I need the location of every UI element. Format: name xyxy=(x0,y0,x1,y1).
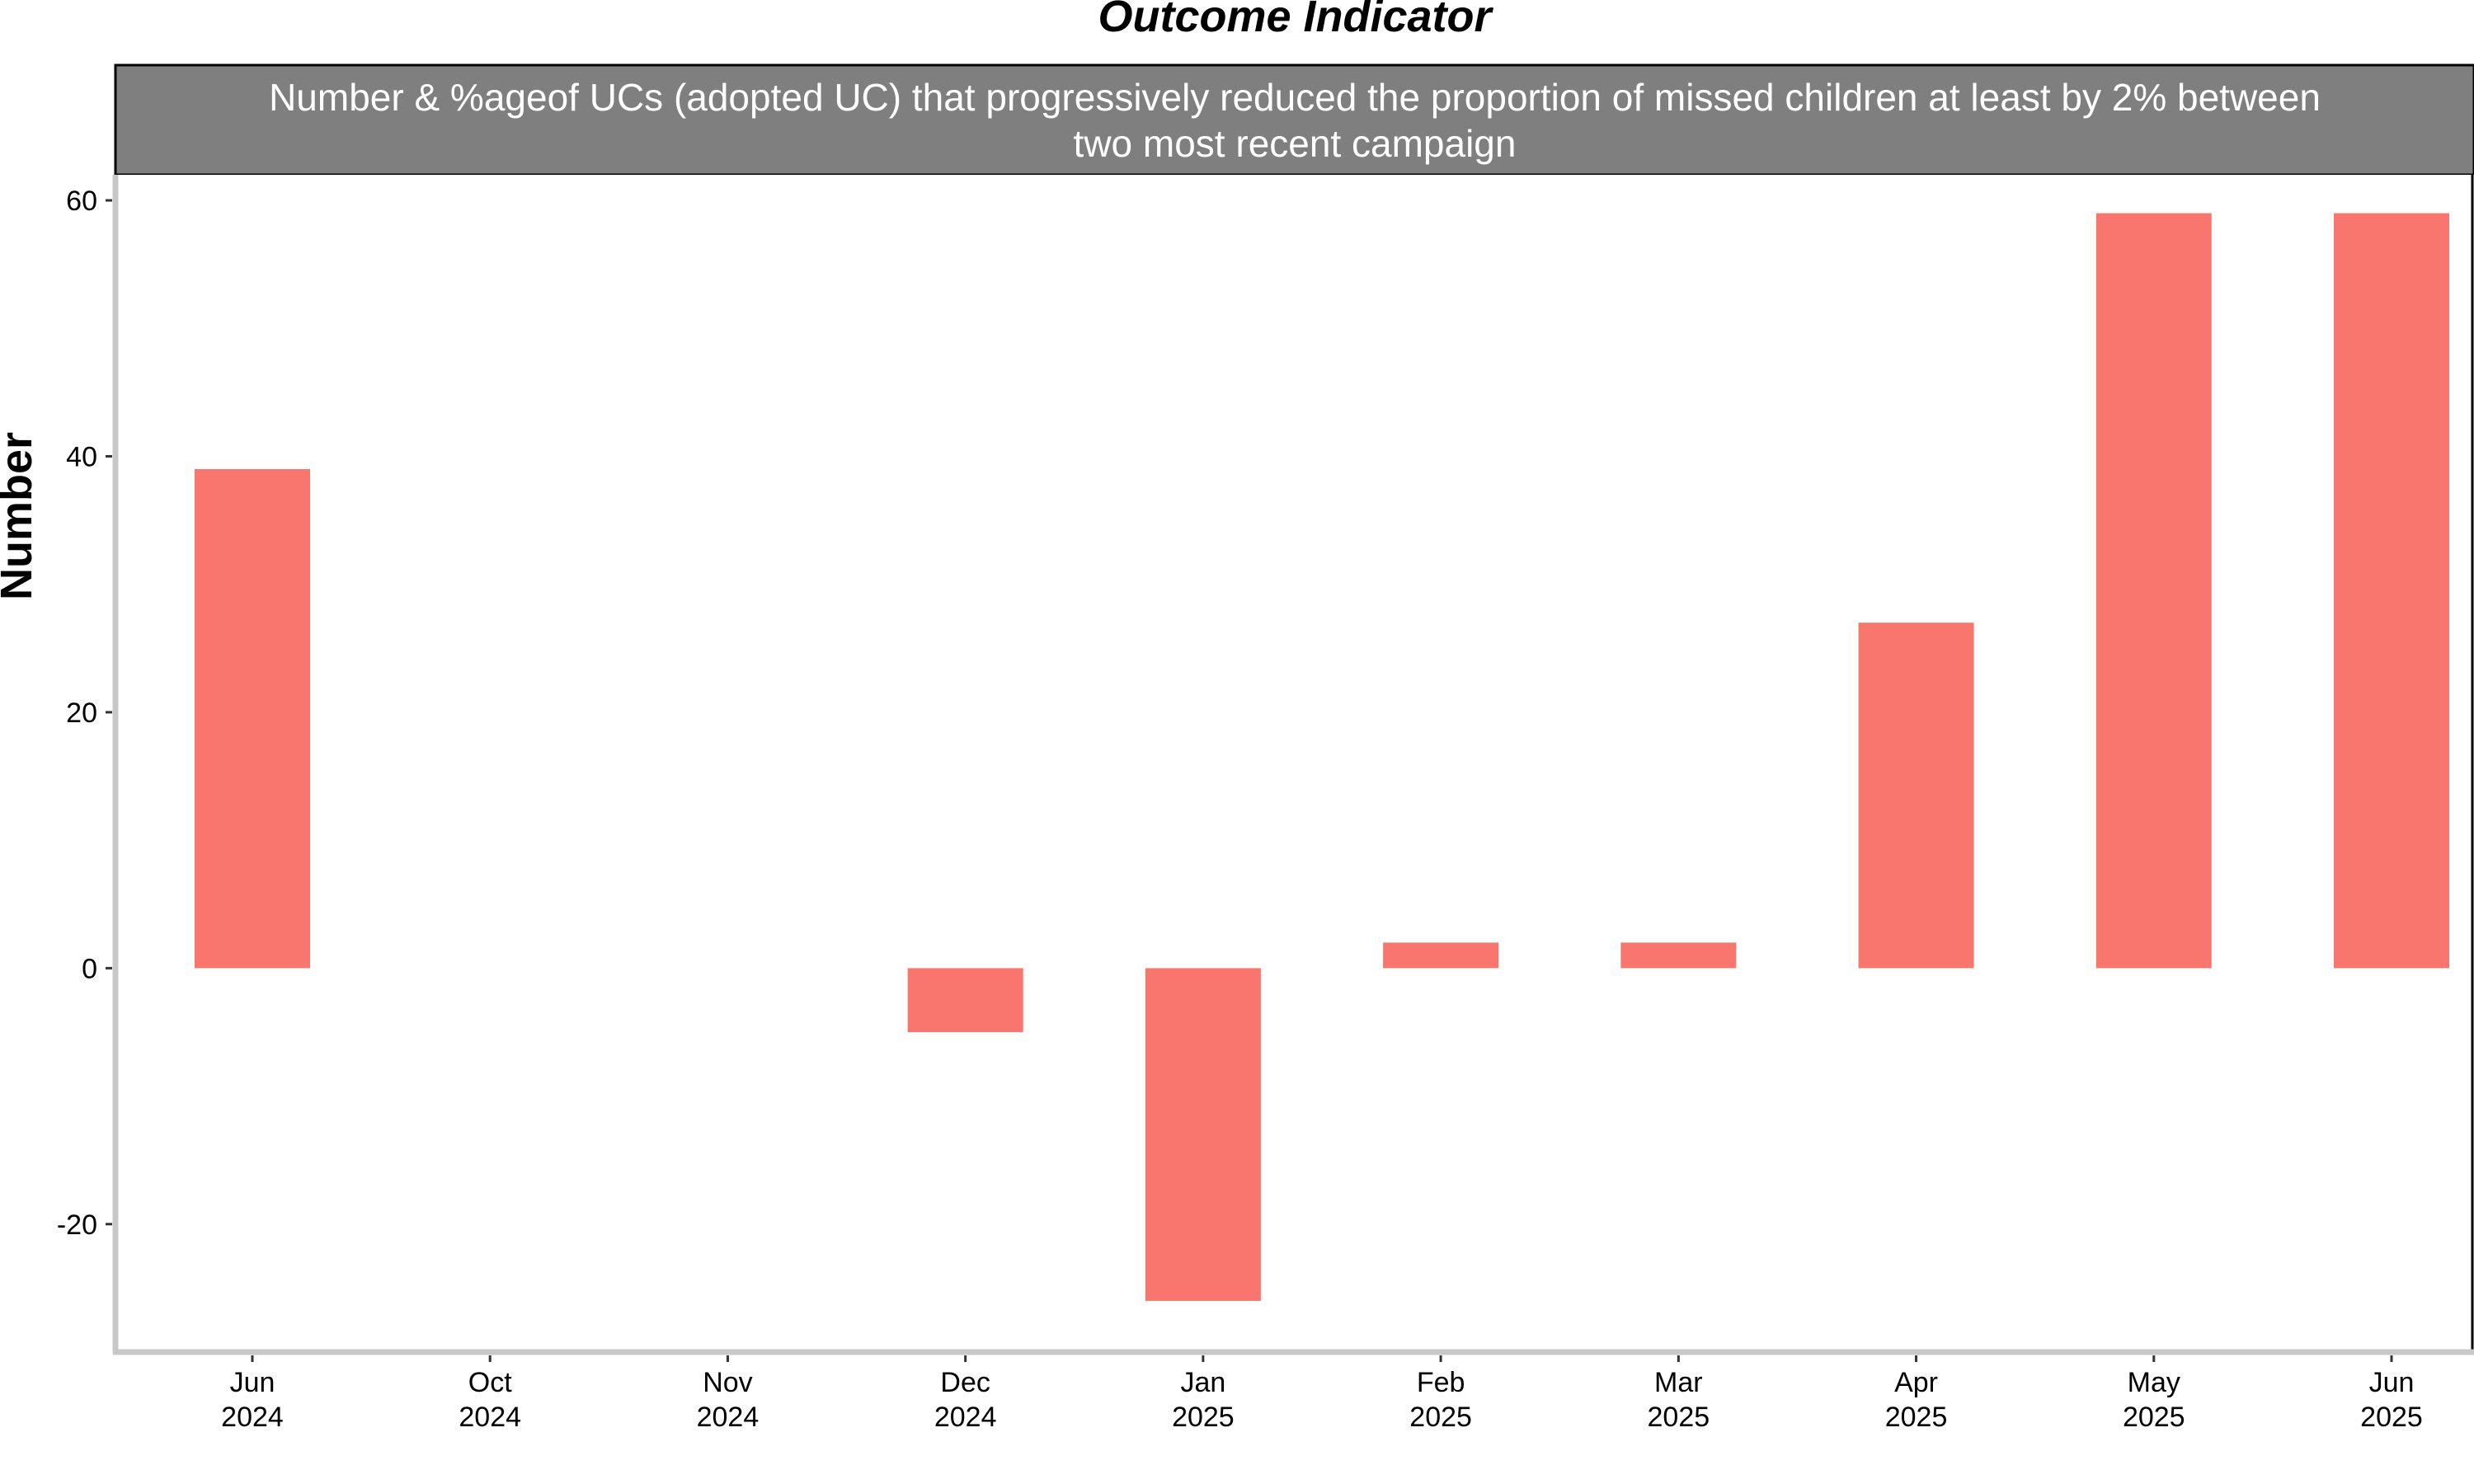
x-tick-label-year: 2025 xyxy=(1172,1402,1235,1433)
x-tick-label-month: Nov xyxy=(703,1367,752,1398)
plot-panel xyxy=(115,175,2474,1352)
y-tick-label: 60 xyxy=(66,186,97,217)
x-tick-label-month: Mar xyxy=(1654,1367,1703,1398)
x-axis-ticks: Jun 2024 Oct 2024 Nov 2024 Dec 2024 Jan 2025 Feb 20… xyxy=(221,1355,2423,1433)
bar-apr-2025 xyxy=(1858,622,1974,969)
facet-strip xyxy=(114,63,2474,176)
bar-jun-2025 xyxy=(2334,213,2449,969)
y-tick-label: 20 xyxy=(66,697,97,729)
x-tick-label-month: May xyxy=(2128,1367,2180,1398)
x-tick-label-year: 2024 xyxy=(934,1402,997,1433)
y-tick-label: 0 xyxy=(82,953,97,984)
y-axis-ticks: -20 0 20 40 60 xyxy=(57,186,112,1241)
bar-jun-2024 xyxy=(195,469,310,969)
x-tick-label-year: 2024 xyxy=(459,1402,521,1433)
bar-feb-2025 xyxy=(1383,942,1499,969)
y-tick-label: 40 xyxy=(66,441,97,472)
x-tick-label-year: 2025 xyxy=(1885,1402,1948,1433)
x-tick-label-month: Jan xyxy=(1180,1367,1225,1398)
x-tick-label-month: Jun xyxy=(230,1367,275,1398)
facet-strip-label-line-1: Number & %ageof UCs (adopted UC) that pr… xyxy=(269,76,2321,119)
bar-mar-2025 xyxy=(1620,942,1737,969)
x-tick-label-year: 2025 xyxy=(1409,1402,1472,1433)
facet-strip-label-line-2: two most recent campaign xyxy=(1074,122,1517,165)
y-tick-label: -20 xyxy=(57,1209,97,1241)
x-tick-label-year: 2025 xyxy=(2123,1402,2185,1433)
x-tick-label-month: Oct xyxy=(468,1367,512,1398)
x-tick-label-month: Feb xyxy=(1417,1367,1465,1398)
x-tick-label-year: 2025 xyxy=(2360,1402,2423,1433)
x-tick-label-month: Dec xyxy=(940,1367,990,1398)
bar-jan-2025 xyxy=(1145,968,1261,1301)
x-tick-label-year: 2024 xyxy=(697,1402,760,1433)
bar-may-2025 xyxy=(2095,213,2212,969)
x-tick-label-year: 2024 xyxy=(221,1402,284,1433)
chart-title: Outcome Indicator xyxy=(1098,0,1493,41)
x-tick-label-year: 2025 xyxy=(1648,1402,1710,1433)
bar-dec-2024 xyxy=(907,968,1023,1032)
x-tick-label-month: Apr xyxy=(1894,1367,1938,1398)
bars-group xyxy=(195,213,2449,1301)
x-tick-label-month: Jun xyxy=(2369,1367,2415,1398)
y-axis-label: Number xyxy=(0,432,41,600)
